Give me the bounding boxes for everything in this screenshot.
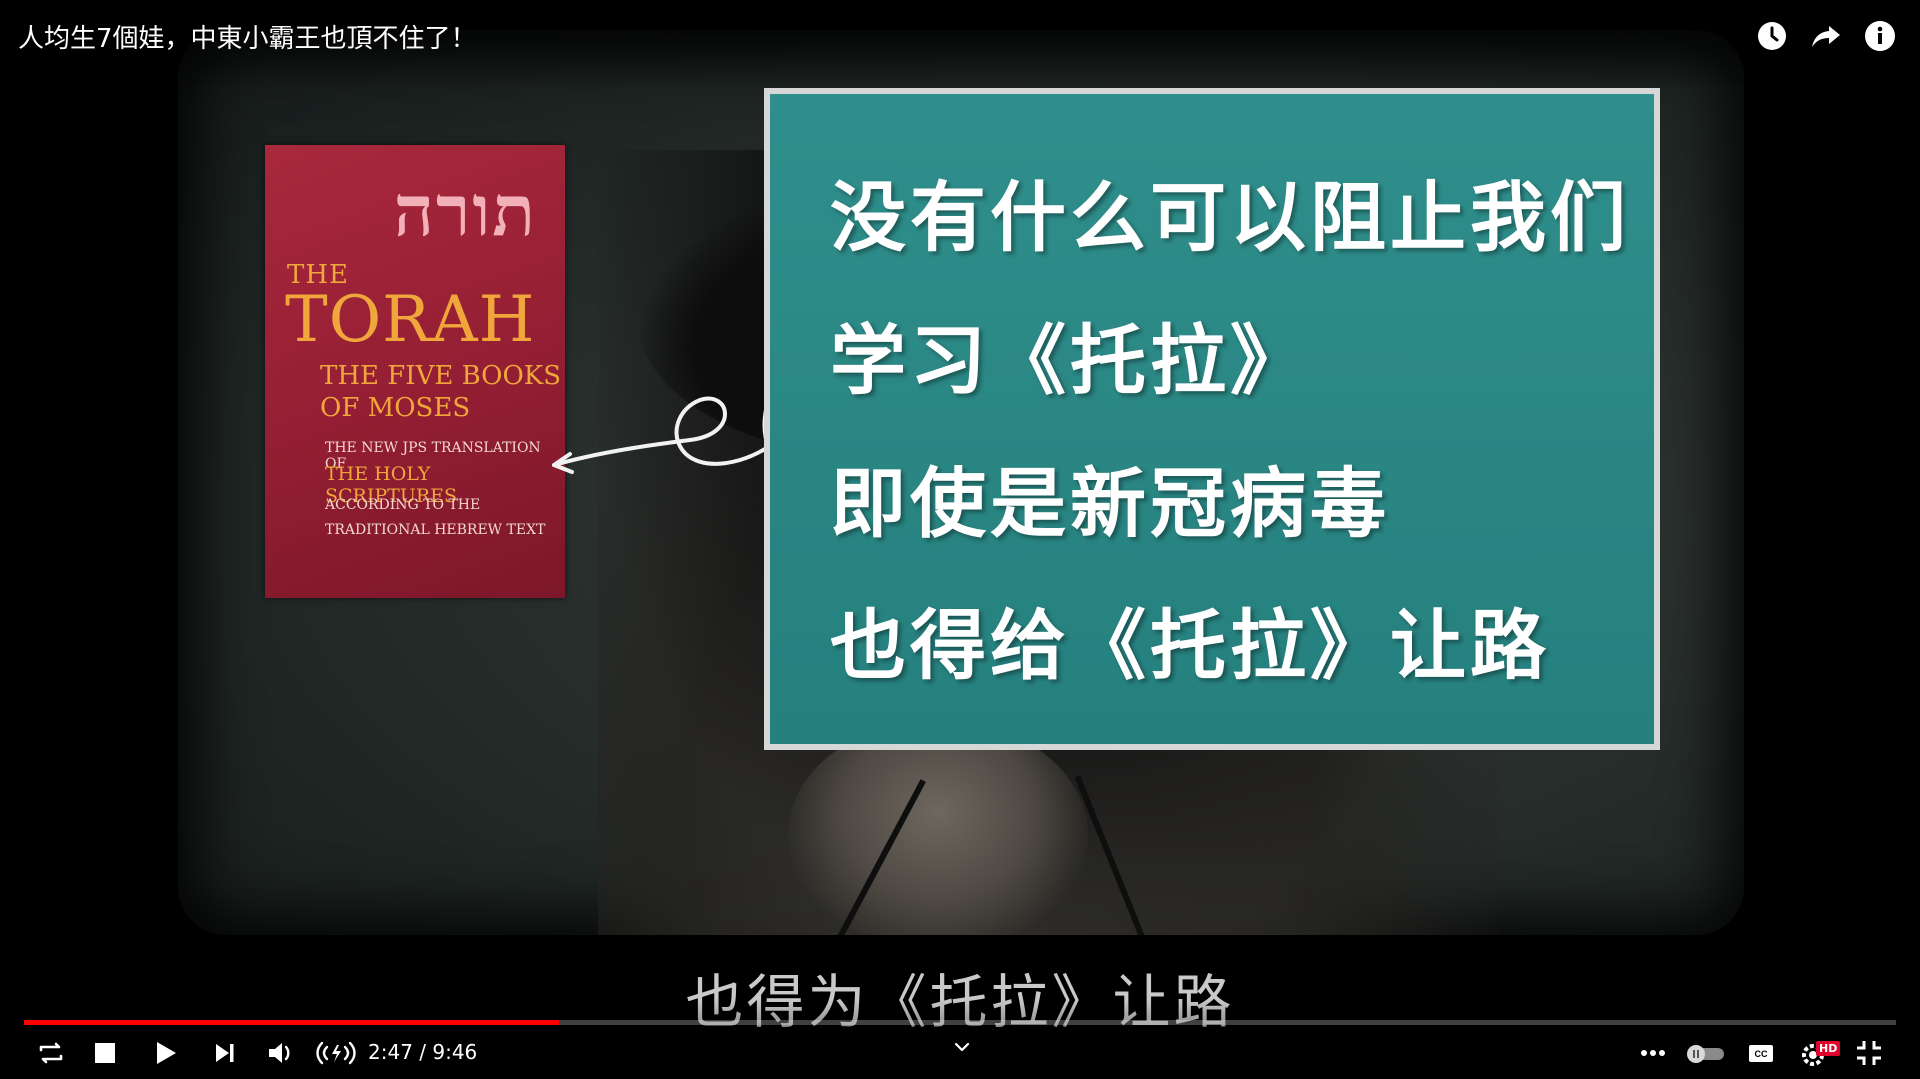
panel-line-4: 也得给《托拉》让路 bbox=[830, 601, 1550, 690]
panel-line-1: 没有什么可以阻止我们 bbox=[830, 173, 1630, 262]
autoplay-toggle[interactable] bbox=[1682, 1036, 1728, 1070]
panel-line-3: 即使是新冠病毒 bbox=[830, 459, 1390, 548]
captions-icon[interactable]: CC bbox=[1744, 1036, 1778, 1070]
book-subtitle: THE FIVE BOOKS OF MOSES bbox=[320, 361, 562, 423]
book-hebrew-title: תורה bbox=[393, 169, 537, 252]
more-options-icon[interactable] bbox=[1636, 1036, 1670, 1070]
info-icon[interactable] bbox=[1864, 20, 1896, 52]
exit-fullscreen-icon[interactable] bbox=[1852, 1036, 1886, 1070]
torah-book-cover: תורה THE TORAH THE FIVE BOOKS OF MOSES T… bbox=[265, 145, 565, 598]
time-display: 2:47 / 9:46 bbox=[368, 1040, 478, 1064]
progress-played bbox=[24, 1020, 559, 1025]
video-title[interactable]: 人均生7個娃，中東小霸王也頂不住了！ bbox=[18, 24, 477, 54]
book-holy-scriptures: THE HOLY SCRIPTURES bbox=[325, 463, 458, 507]
book-torah-title: TORAH bbox=[285, 283, 536, 357]
svg-text:CC: CC bbox=[1755, 1049, 1768, 1059]
speaker-beard bbox=[788, 720, 1088, 935]
book-the-label: THE bbox=[287, 260, 349, 290]
volume-icon[interactable] bbox=[264, 1036, 298, 1070]
book-jps-line: THE NEW JPS TRANSLATION OF bbox=[325, 440, 541, 472]
top-gradient bbox=[0, 0, 1920, 90]
controls-gradient bbox=[0, 999, 1920, 1079]
chevron-down-icon[interactable] bbox=[951, 1036, 973, 1058]
progress-bar[interactable] bbox=[24, 1020, 1896, 1025]
caption-panel: 没有什么可以阻止我们 学习《托拉》 即使是新冠病毒 也得给《托拉》让路 bbox=[764, 88, 1660, 750]
panel-line-2: 学习《托拉》 bbox=[830, 316, 1310, 405]
loop-icon[interactable] bbox=[34, 1036, 68, 1070]
next-icon[interactable] bbox=[208, 1036, 242, 1070]
stop-icon[interactable] bbox=[88, 1036, 122, 1070]
share-icon[interactable] bbox=[1810, 20, 1842, 52]
play-icon[interactable] bbox=[148, 1036, 182, 1070]
live-audio-icon[interactable] bbox=[314, 1036, 358, 1070]
hd-badge: HD bbox=[1816, 1041, 1841, 1056]
book-according-text: ACCORDING TO THE TRADITIONAL HEBREW TEXT bbox=[325, 497, 546, 538]
watch-later-icon[interactable] bbox=[1756, 20, 1788, 52]
